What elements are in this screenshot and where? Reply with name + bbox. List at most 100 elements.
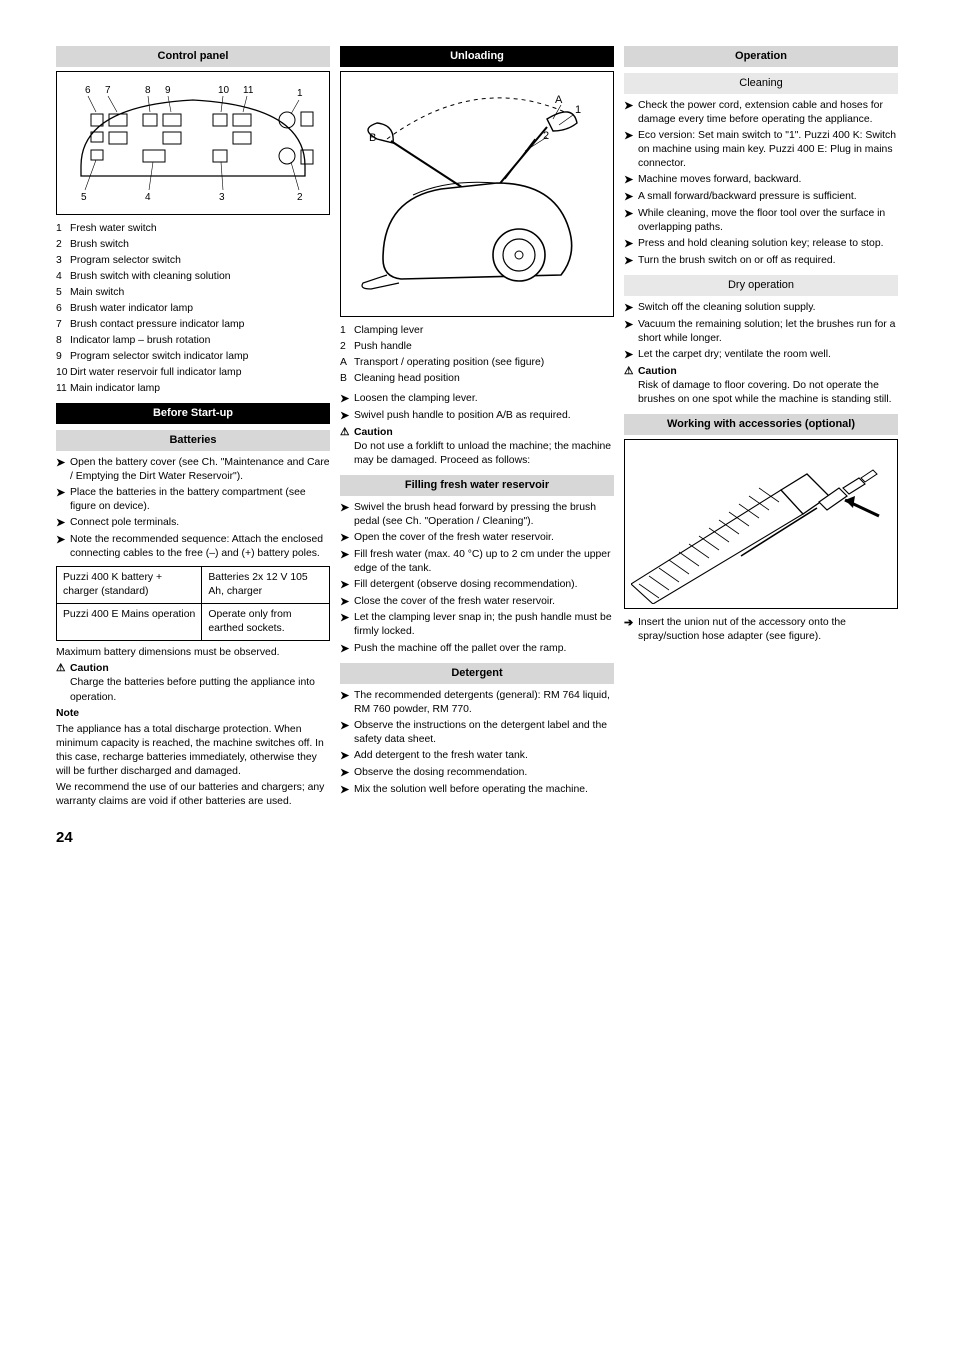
list-number: 3 bbox=[56, 254, 70, 268]
step-text: Eco version: Set main switch to "1". Puz… bbox=[638, 129, 898, 171]
list-text: Brush switch bbox=[70, 238, 330, 252]
step-text: Turn the brush switch on or off as requi… bbox=[638, 254, 898, 268]
step-text: Push the machine off the pallet over the… bbox=[354, 642, 614, 656]
step-text: A small forward/backward pressure is suf… bbox=[638, 190, 898, 204]
list-number: 8 bbox=[56, 334, 70, 348]
arrow-icon: ➤ bbox=[340, 689, 354, 704]
list-number: B bbox=[340, 372, 354, 386]
step-text: Let the clamping lever snap in; the push… bbox=[354, 611, 614, 639]
caution-label: Caution bbox=[638, 366, 677, 377]
figure-positions: ATransport / operating position (see fig… bbox=[340, 355, 614, 387]
list-number: 10 bbox=[56, 366, 70, 380]
arrow-icon: ➤ bbox=[624, 254, 638, 269]
arrow-icon: ➤ bbox=[340, 578, 354, 593]
list-number: 11 bbox=[56, 382, 70, 396]
step-text: Press and hold cleaning solution key; re… bbox=[638, 237, 898, 251]
arrow-icon: ➤ bbox=[624, 99, 638, 114]
svg-text:9: 9 bbox=[165, 85, 171, 96]
arrow-icon: ➤ bbox=[340, 409, 354, 424]
unload-steps: ➤Loosen the clamping lever.➤Swivel push … bbox=[340, 391, 614, 425]
step-text: Switch off the cleaning solution supply. bbox=[638, 301, 898, 315]
svg-text:3: 3 bbox=[219, 192, 225, 203]
step-text: Add detergent to the fresh water tank. bbox=[354, 749, 614, 763]
arrow-icon: ➤ bbox=[624, 207, 638, 222]
caution-text: Do not use a forklift to unload the mach… bbox=[354, 441, 611, 466]
caution-text: Charge the batteries before putting the … bbox=[70, 677, 315, 702]
cell: Operate only from earthed sockets. bbox=[202, 604, 330, 641]
list-text: Program selector switch indicator lamp bbox=[70, 350, 330, 364]
arrow-icon: ➔ bbox=[624, 616, 638, 631]
cell: Puzzi 400 E Mains operation bbox=[57, 604, 202, 641]
step-text: Fill detergent (observe dosing recommend… bbox=[354, 578, 614, 592]
list-number: 1 bbox=[56, 222, 70, 236]
step-text: Loosen the clamping lever. bbox=[354, 392, 614, 406]
battery-steps: ➤Open the battery cover (see Ch. "Mainte… bbox=[56, 455, 330, 562]
svg-text:10: 10 bbox=[218, 85, 230, 96]
para: We recommend the use of our batteries an… bbox=[56, 781, 330, 809]
cleaning-steps: ➤Check the power cord, extension cable a… bbox=[624, 98, 898, 270]
list-text: Cleaning head position bbox=[354, 372, 614, 386]
hdr-operation: Operation bbox=[624, 46, 898, 67]
arrow-icon: ➤ bbox=[340, 719, 354, 734]
warning-icon: ⚠ bbox=[624, 365, 638, 379]
arrow-icon: ➤ bbox=[340, 611, 354, 626]
svg-text:7: 7 bbox=[105, 85, 111, 96]
list-text: Transport / operating position (see figu… bbox=[354, 356, 614, 370]
para: Maximum battery dimensions must be obser… bbox=[56, 646, 330, 660]
list-text: Clamping lever bbox=[354, 324, 614, 338]
svg-text:5: 5 bbox=[81, 192, 87, 203]
step-text: Check the power cord, extension cable an… bbox=[638, 99, 898, 127]
arrow-icon: ➤ bbox=[624, 190, 638, 205]
arrow-icon: ➤ bbox=[624, 173, 638, 188]
hdr-unloading: Unloading bbox=[340, 46, 614, 67]
cell: Puzzi 400 K battery + charger (standard) bbox=[57, 567, 202, 604]
list-number: 9 bbox=[56, 350, 70, 364]
arrow-icon: ➤ bbox=[56, 456, 70, 471]
step-text: Fill fresh water (max. 40 °C) up to 2 cm… bbox=[354, 548, 614, 576]
arrow-icon: ➤ bbox=[340, 531, 354, 546]
hdr-accessories: Working with accessories (optional) bbox=[624, 414, 898, 435]
warning-icon: ⚠ bbox=[56, 662, 70, 676]
list-number: 1 bbox=[340, 324, 354, 338]
arrow-icon: ➤ bbox=[624, 301, 638, 316]
list-text: Brush switch with cleaning solution bbox=[70, 270, 330, 284]
list-text: Indicator lamp – brush rotation bbox=[70, 334, 330, 348]
list-number: A bbox=[340, 356, 354, 370]
hdr-detergent: Detergent bbox=[340, 663, 614, 684]
svg-text:4: 4 bbox=[145, 192, 151, 203]
note-label: Note bbox=[56, 708, 79, 719]
hdr-cleaning: Cleaning bbox=[624, 73, 898, 94]
step-text: Swivel push handle to position A/B as re… bbox=[354, 409, 614, 423]
step-text: Close the cover of the fresh water reser… bbox=[354, 595, 614, 609]
step-text: Let the carpet dry; ventilate the room w… bbox=[638, 348, 898, 362]
list-number: 2 bbox=[56, 238, 70, 252]
machine-illustration: A 1 B 2 bbox=[340, 71, 614, 317]
step-text: Observe the dosing recommendation. bbox=[354, 766, 614, 780]
list-text: Brush water indicator lamp bbox=[70, 302, 330, 316]
arrow-icon: ➤ bbox=[624, 318, 638, 333]
arrow-icon: ➤ bbox=[340, 749, 354, 764]
step-text: While cleaning, move the floor tool over… bbox=[638, 207, 898, 235]
caution-label: Caution bbox=[70, 663, 109, 674]
note-text: The appliance has a total discharge prot… bbox=[56, 723, 330, 779]
battery-table: Puzzi 400 K battery + charger (standard)… bbox=[56, 566, 330, 641]
arrow-icon: ➤ bbox=[56, 533, 70, 548]
arrow-icon: ➤ bbox=[624, 237, 638, 252]
step-text: Mix the solution well before operating t… bbox=[354, 783, 614, 797]
panel-legend: 1Fresh water switch2Brush switch3 Program… bbox=[56, 221, 330, 398]
control-panel-illustration: 6 7 8 9 10 11 1 5 4 3 2 bbox=[56, 71, 330, 215]
hdr-batteries: Batteries bbox=[56, 430, 330, 451]
arrow-icon: ➤ bbox=[624, 348, 638, 363]
fresh-water-steps: ➤Swivel the brush head forward by pressi… bbox=[340, 500, 614, 658]
arrow-icon: ➤ bbox=[340, 501, 354, 516]
list-text: Push handle bbox=[354, 340, 614, 354]
list-text: Brush contact pressure indicator lamp bbox=[70, 318, 330, 332]
hdr-fresh-water: Filling fresh water reservoir bbox=[340, 475, 614, 496]
step-text: Place the batteries in the battery compa… bbox=[70, 486, 330, 514]
figure-legend: 1Clamping lever2Push handle bbox=[340, 323, 614, 355]
list-text: Fresh water switch bbox=[70, 222, 330, 236]
svg-text:8: 8 bbox=[145, 85, 151, 96]
step-text: Open the cover of the fresh water reserv… bbox=[354, 531, 614, 545]
list-number: 5 bbox=[56, 286, 70, 300]
cell: Batteries 2x 12 V 105 Ah, charger bbox=[202, 567, 330, 604]
